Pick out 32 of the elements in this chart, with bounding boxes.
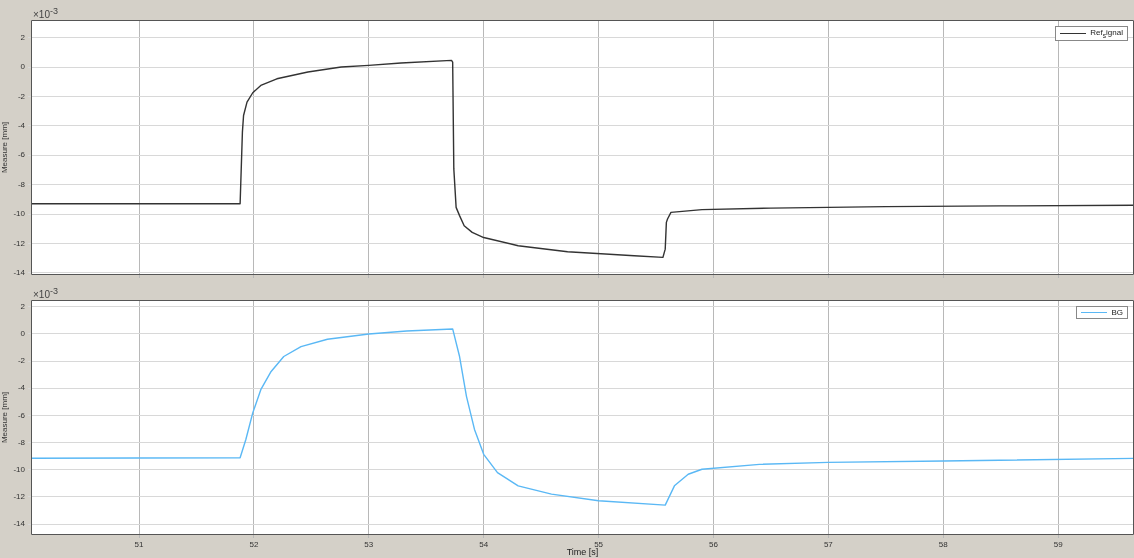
y-tick-label: -10 — [13, 465, 26, 474]
y-axis-title: Measure [mm] — [0, 391, 9, 444]
y-tick-label: -12 — [13, 492, 26, 502]
x-axis-title: Time [s] — [566, 547, 599, 558]
y-axis-title: Measure [mm] — [0, 121, 9, 174]
y-tick-label: -10 — [13, 209, 26, 219]
y-tick-label: -8 — [17, 179, 26, 189]
x-tick-label: 53 — [364, 540, 374, 549]
y-tick-label: 0 — [20, 62, 26, 72]
y-tick-label: 2 — [20, 32, 26, 42]
x-tick-label: 54 — [479, 540, 489, 549]
legend-label: BG — [1111, 308, 1123, 317]
y-tick-label: -6 — [17, 150, 26, 160]
y-tick-label: -14 — [13, 519, 26, 529]
y-tick-label: -6 — [17, 410, 26, 420]
x-tick-label: 59 — [1053, 540, 1064, 549]
x-tick-label: 52 — [249, 540, 259, 549]
x-tick-label: 51 — [134, 540, 144, 549]
y-tick-label: -4 — [17, 383, 26, 393]
y-tick-label: 2 — [20, 302, 26, 311]
y-tick-label: -14 — [13, 268, 26, 277]
x-tick-label: 58 — [938, 540, 949, 549]
y-tick-label: -4 — [17, 121, 26, 131]
y-tick-label: -8 — [17, 437, 26, 447]
legend-label: Ref$_{s}$ignal — [1090, 28, 1123, 39]
x-tick-label: 55 — [594, 540, 604, 549]
y-tick-label: -2 — [17, 91, 26, 101]
y-tick-label: -12 — [13, 238, 26, 248]
y-tick-label: 0 — [20, 329, 26, 339]
x-tick-label: 57 — [823, 540, 834, 549]
y-tick-label: -2 — [17, 356, 26, 366]
x-tick-label: 56 — [709, 540, 719, 549]
